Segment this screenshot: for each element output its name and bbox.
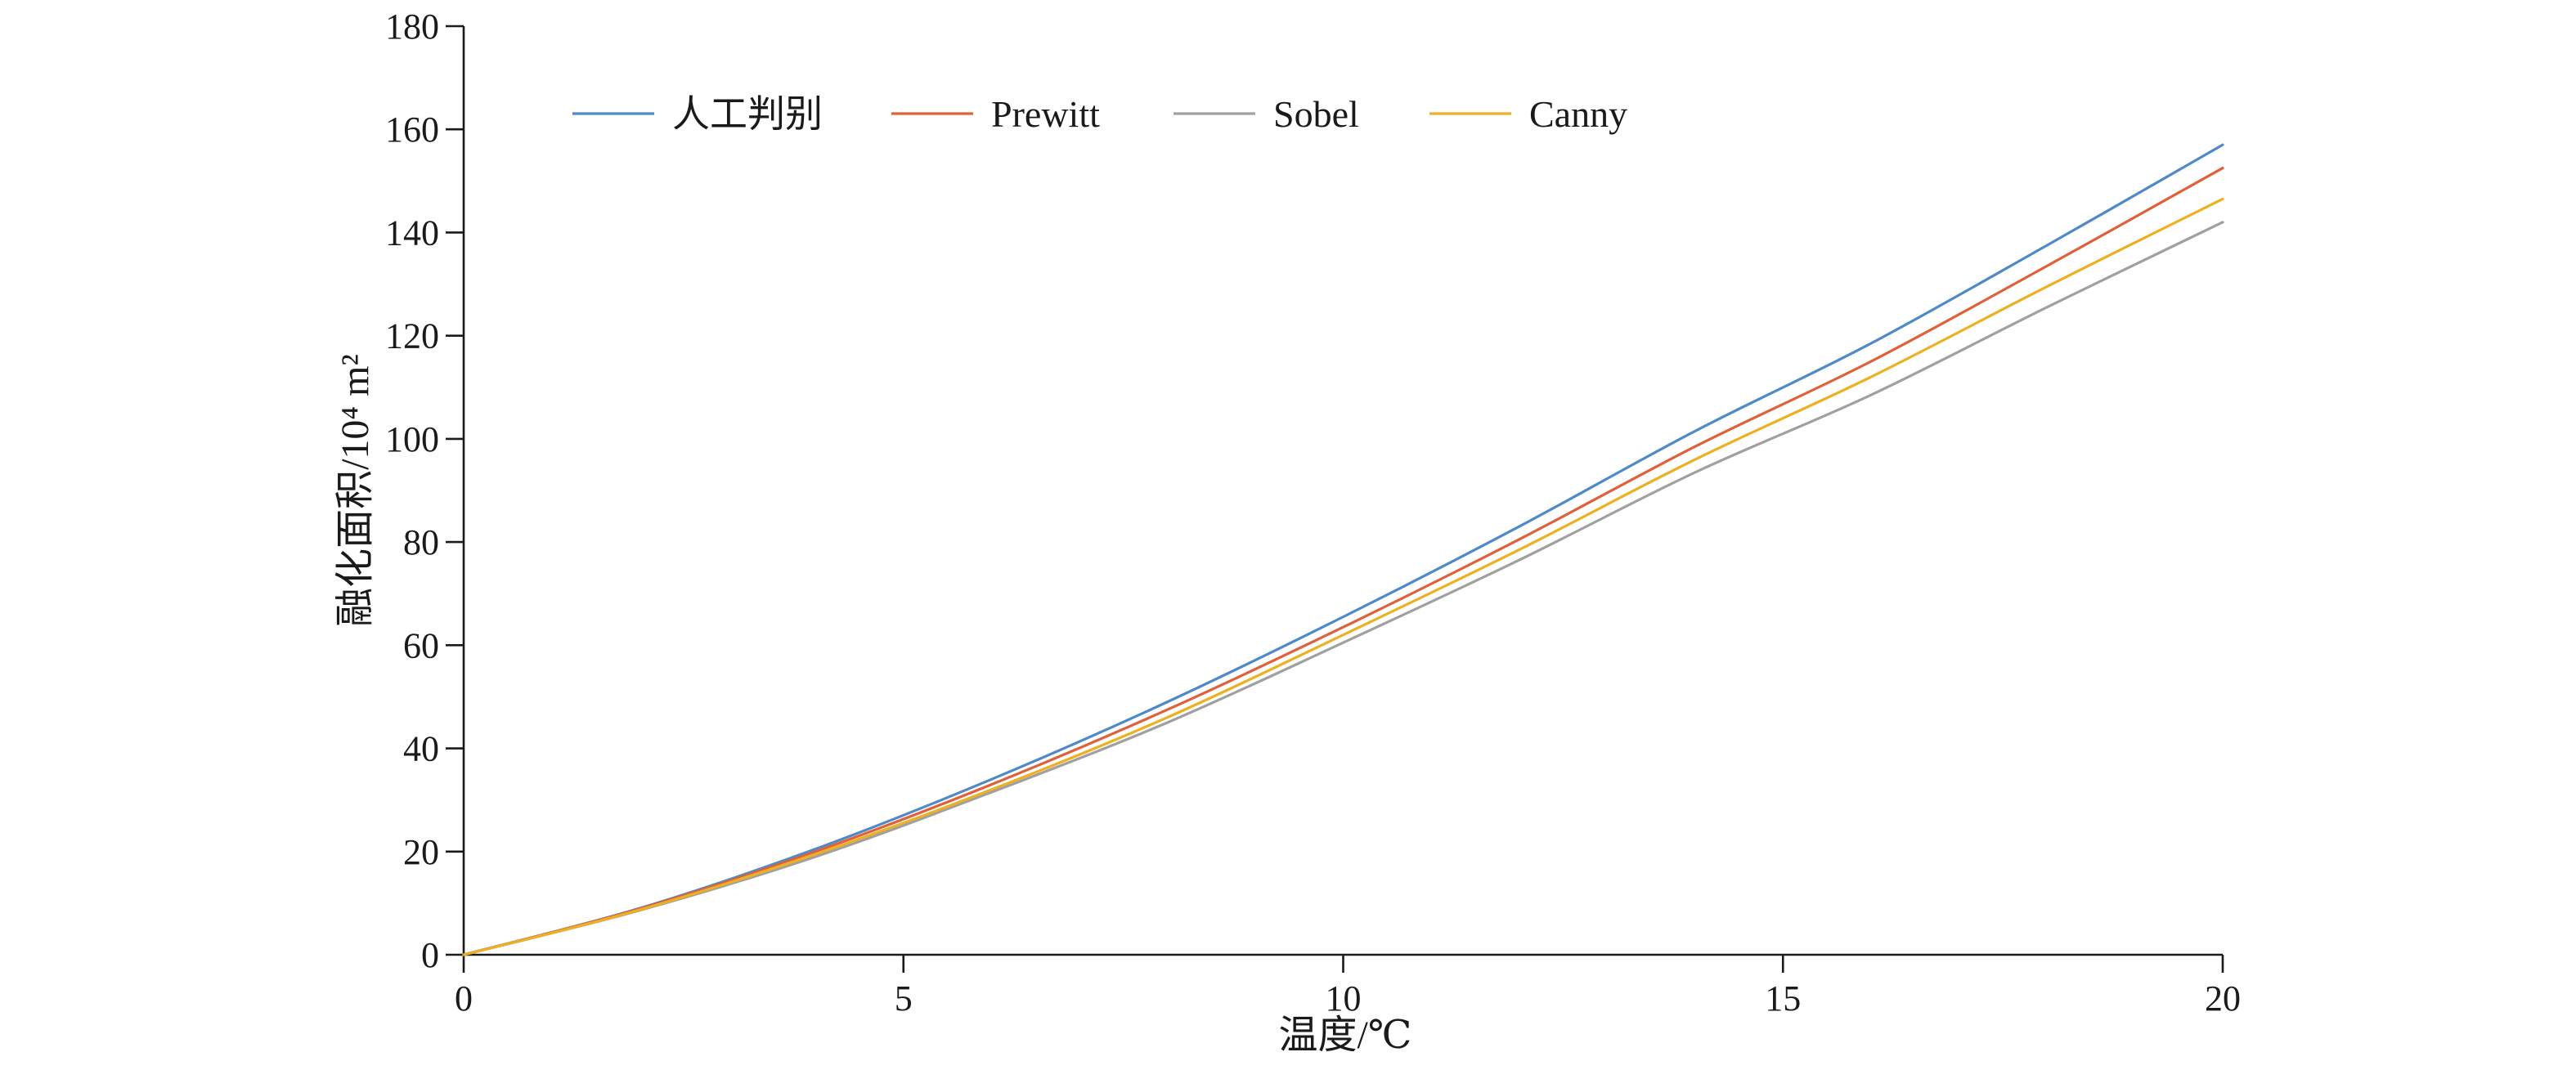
legend-label-3: Canny [1529, 93, 1627, 135]
y-tick-label: 140 [385, 213, 439, 253]
legend-label-2: Sobel [1273, 93, 1359, 135]
y-tick-label: 0 [421, 935, 439, 975]
y-tick-label: 40 [403, 729, 439, 769]
series-line-1 [462, 166, 2224, 956]
x-tick-label: 10 [1326, 978, 1362, 1019]
series-line-2 [462, 221, 2224, 956]
x-axis: 0 5 10 15 20 [455, 953, 2241, 1019]
y-tick-label: 100 [385, 419, 439, 459]
x-tick-label: 5 [895, 978, 913, 1019]
y-tick-label: 20 [403, 832, 439, 872]
legend: 人工判别 Prewitt Sobel Canny [572, 93, 1627, 135]
legend-label-1: Prewitt [991, 93, 1100, 135]
y-axis-title: 融化面积/10⁴ m² [334, 354, 377, 627]
y-axis: 0 20 40 60 80 100 120 140 160 180 [385, 7, 465, 975]
y-tick-label: 160 [385, 110, 439, 150]
legend-label-0: 人工判别 [672, 93, 823, 135]
y-tick-label: 180 [385, 7, 439, 47]
y-tick-label: 120 [385, 316, 439, 356]
x-tick-label: 20 [2205, 978, 2241, 1019]
x-axis-title: 温度/℃ [1278, 1014, 1411, 1057]
y-tick-label: 80 [403, 522, 439, 562]
series-line-3 [462, 197, 2224, 956]
series-line-0 [462, 143, 2224, 956]
x-tick-label: 15 [1765, 978, 1801, 1019]
x-tick-label: 0 [455, 978, 473, 1019]
series-layer [462, 143, 2224, 956]
y-tick-label: 60 [403, 625, 439, 665]
